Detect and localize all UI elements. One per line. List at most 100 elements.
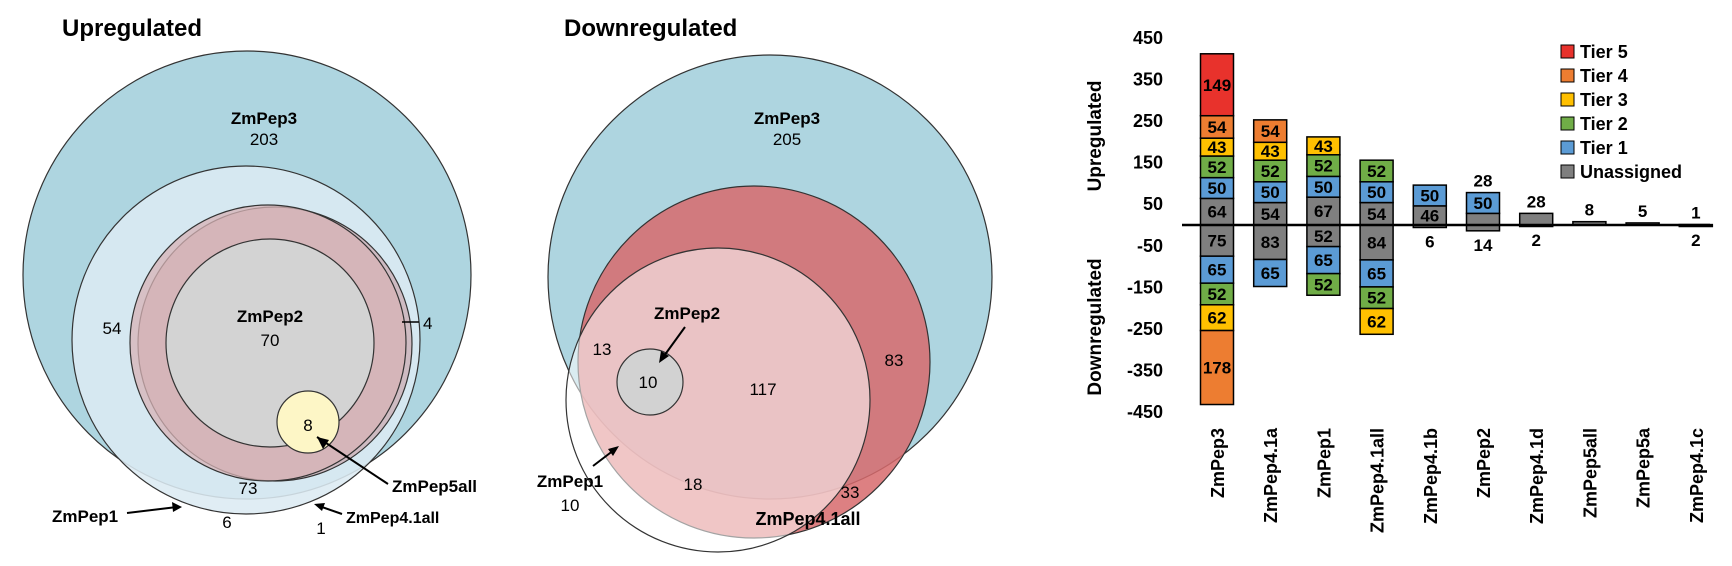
venn-down-pep3-pep41-right-count: 83 xyxy=(885,351,904,370)
venn-downregulated: Downregulated ZmPep3 205 13 ZmPep2 10 11… xyxy=(537,15,993,553)
bar-segment-value: 50 xyxy=(1314,178,1333,197)
bar-segment-unassigned xyxy=(1306,196,1341,226)
venn-up-zmpep3-label: ZmPep3 xyxy=(231,109,297,128)
bar-segment-value: 52 xyxy=(1367,289,1386,308)
venn-up-pep41-pep3-count: 73 xyxy=(239,479,258,498)
bar-value-below: 14 xyxy=(1474,236,1493,255)
venn-down-zmpep1-arrow xyxy=(592,449,615,467)
bar-segment-value: 50 xyxy=(1474,194,1493,213)
bar-segment-value: 52 xyxy=(1261,162,1280,181)
legend-label: Unassigned xyxy=(1580,162,1682,182)
legend-swatch xyxy=(1560,68,1575,83)
bar-segment-value: 65 xyxy=(1367,264,1386,283)
bar-segment-value: 64 xyxy=(1208,203,1227,222)
bar-value-above: 5 xyxy=(1638,202,1647,221)
legend-swatch xyxy=(1560,44,1575,59)
zmpep5all-circle xyxy=(276,390,340,454)
venn-up-zmpep5all-count: 8 xyxy=(303,416,312,435)
y-axis-ticks: 450 350 250 150 50 -50 -150 -250 -350 -450 xyxy=(1127,28,1163,422)
bar-segment-value: 52 xyxy=(1367,162,1386,181)
y-tick-label: -250 xyxy=(1127,319,1163,339)
bar-segment-tier-2 xyxy=(1306,272,1341,296)
x-category-label: ZmPep2 xyxy=(1474,428,1494,498)
y-tick-label: 150 xyxy=(1133,153,1163,173)
venn-down-zmpep2-arrow xyxy=(663,326,686,357)
legend-label: Tier 2 xyxy=(1580,114,1628,134)
bar-segment-value: 54 xyxy=(1367,205,1386,224)
bar-segment-value: 43 xyxy=(1261,142,1280,161)
bar-value-above: 28 xyxy=(1474,172,1493,191)
bar-segment-value: 84 xyxy=(1367,233,1386,252)
legend-swatch xyxy=(1560,140,1575,155)
bar-segment-tier-3 xyxy=(1359,307,1394,336)
venn-up-zmpep1-arrowhead xyxy=(172,502,182,512)
bar-segment-tier-5 xyxy=(1199,53,1235,117)
x-category-label: ZmPep5all xyxy=(1580,428,1600,518)
venn-up-pep1-pep3-count: 54 xyxy=(103,319,122,338)
bar-value-above: 28 xyxy=(1527,192,1546,211)
venn-down-zmpep1-arrowhead xyxy=(608,446,619,456)
venn-down-zmpep2-arrowhead xyxy=(659,351,669,363)
venn-down-zmpep1-count: 10 xyxy=(561,496,580,515)
venn-down-zmpep1-label: ZmPep1 xyxy=(537,472,603,491)
bar-segment-value: 50 xyxy=(1261,183,1280,202)
x-category-label: ZmPep4.1c xyxy=(1687,428,1707,523)
bar-segment-tier-2 xyxy=(1359,159,1394,183)
bar-segment-value: 52 xyxy=(1208,285,1227,304)
x-category-label: ZmPep4.1a xyxy=(1261,427,1281,523)
legend-label: Tier 5 xyxy=(1580,42,1628,62)
legend-swatch xyxy=(1560,116,1575,131)
x-category-label: ZmPep4.1b xyxy=(1421,428,1441,524)
bar-segment-value: 54 xyxy=(1261,122,1280,141)
x-category-label: ZmPep4.1d xyxy=(1527,428,1547,524)
bar-segment-unassigned xyxy=(1518,212,1554,226)
bar-segment-value: 62 xyxy=(1208,309,1227,328)
legend-label: Tier 3 xyxy=(1580,90,1628,110)
venn-down-zmpep2-label: ZmPep2 xyxy=(654,304,720,323)
y-tick-label: 50 xyxy=(1143,194,1163,214)
y-tick-label: 450 xyxy=(1133,28,1163,48)
bar-segment-value: 54 xyxy=(1208,118,1227,137)
bar-segment-tier-4 xyxy=(1252,119,1288,144)
bar-value-above: 1 xyxy=(1691,204,1700,223)
y-tick-label: -350 xyxy=(1127,360,1163,380)
venn-up-zmpep3-count: 203 xyxy=(250,130,278,149)
bar-segment-value: 65 xyxy=(1261,264,1280,283)
venn-down-zmpep2-count: 10 xyxy=(639,373,658,392)
venn-down-zmpep41all-label: ZmPep4.1all xyxy=(755,509,860,529)
y-tick-label: 350 xyxy=(1133,70,1163,90)
x-category-label: ZmPep3 xyxy=(1208,428,1228,498)
legend-label: Tier 4 xyxy=(1580,66,1628,86)
venn-up-zmpep5all-arrow xyxy=(316,436,389,485)
bar-segment-value: 83 xyxy=(1261,233,1280,252)
venn-up-title: Upregulated xyxy=(62,15,202,42)
bar-segment-tier-1 xyxy=(1252,258,1288,288)
y-axis-label-upregulated: Upregulated xyxy=(1085,81,1106,192)
venn-up-pep1-only-count: 6 xyxy=(222,513,231,532)
x-category-label: ZmPep4.1all xyxy=(1368,428,1388,533)
bar-segment-value: 178 xyxy=(1203,359,1231,378)
x-category-label: ZmPep1 xyxy=(1314,428,1334,498)
down-zmpep2-circle xyxy=(616,348,684,416)
y-tick-label: -150 xyxy=(1127,277,1163,297)
x-category-label: ZmPep5a xyxy=(1634,427,1654,508)
venn-up-zmpep41all-arrowhead xyxy=(314,503,325,511)
bar-segment-value: 52 xyxy=(1314,275,1333,294)
bar-segment-tier-1 xyxy=(1306,245,1341,275)
bar-value-below: 6 xyxy=(1425,232,1434,251)
bar-segment-value: 67 xyxy=(1314,202,1333,221)
y-axis-label-downregulated: Downregulated xyxy=(1085,258,1106,395)
bar-segment-value: 43 xyxy=(1208,138,1227,157)
bar-segment-tier-4 xyxy=(1199,329,1235,406)
venn-down-title: Downregulated xyxy=(564,15,737,42)
legend-swatch xyxy=(1560,164,1575,179)
chart-legend: Tier 5 Tier 4 Tier 3 Tier 2 Tier 1 Unassigned xyxy=(1560,42,1682,182)
y-tick-label: -450 xyxy=(1127,402,1163,422)
bar-segment-value: 54 xyxy=(1261,205,1280,224)
venn-up-zmpep1-arrow xyxy=(126,506,178,514)
venn-down-pep1-pep3-count: 13 xyxy=(593,340,612,359)
bar-value-below: 2 xyxy=(1531,231,1540,250)
bar-segment-value: 65 xyxy=(1208,261,1227,280)
bar-segment-value: 75 xyxy=(1208,232,1227,251)
